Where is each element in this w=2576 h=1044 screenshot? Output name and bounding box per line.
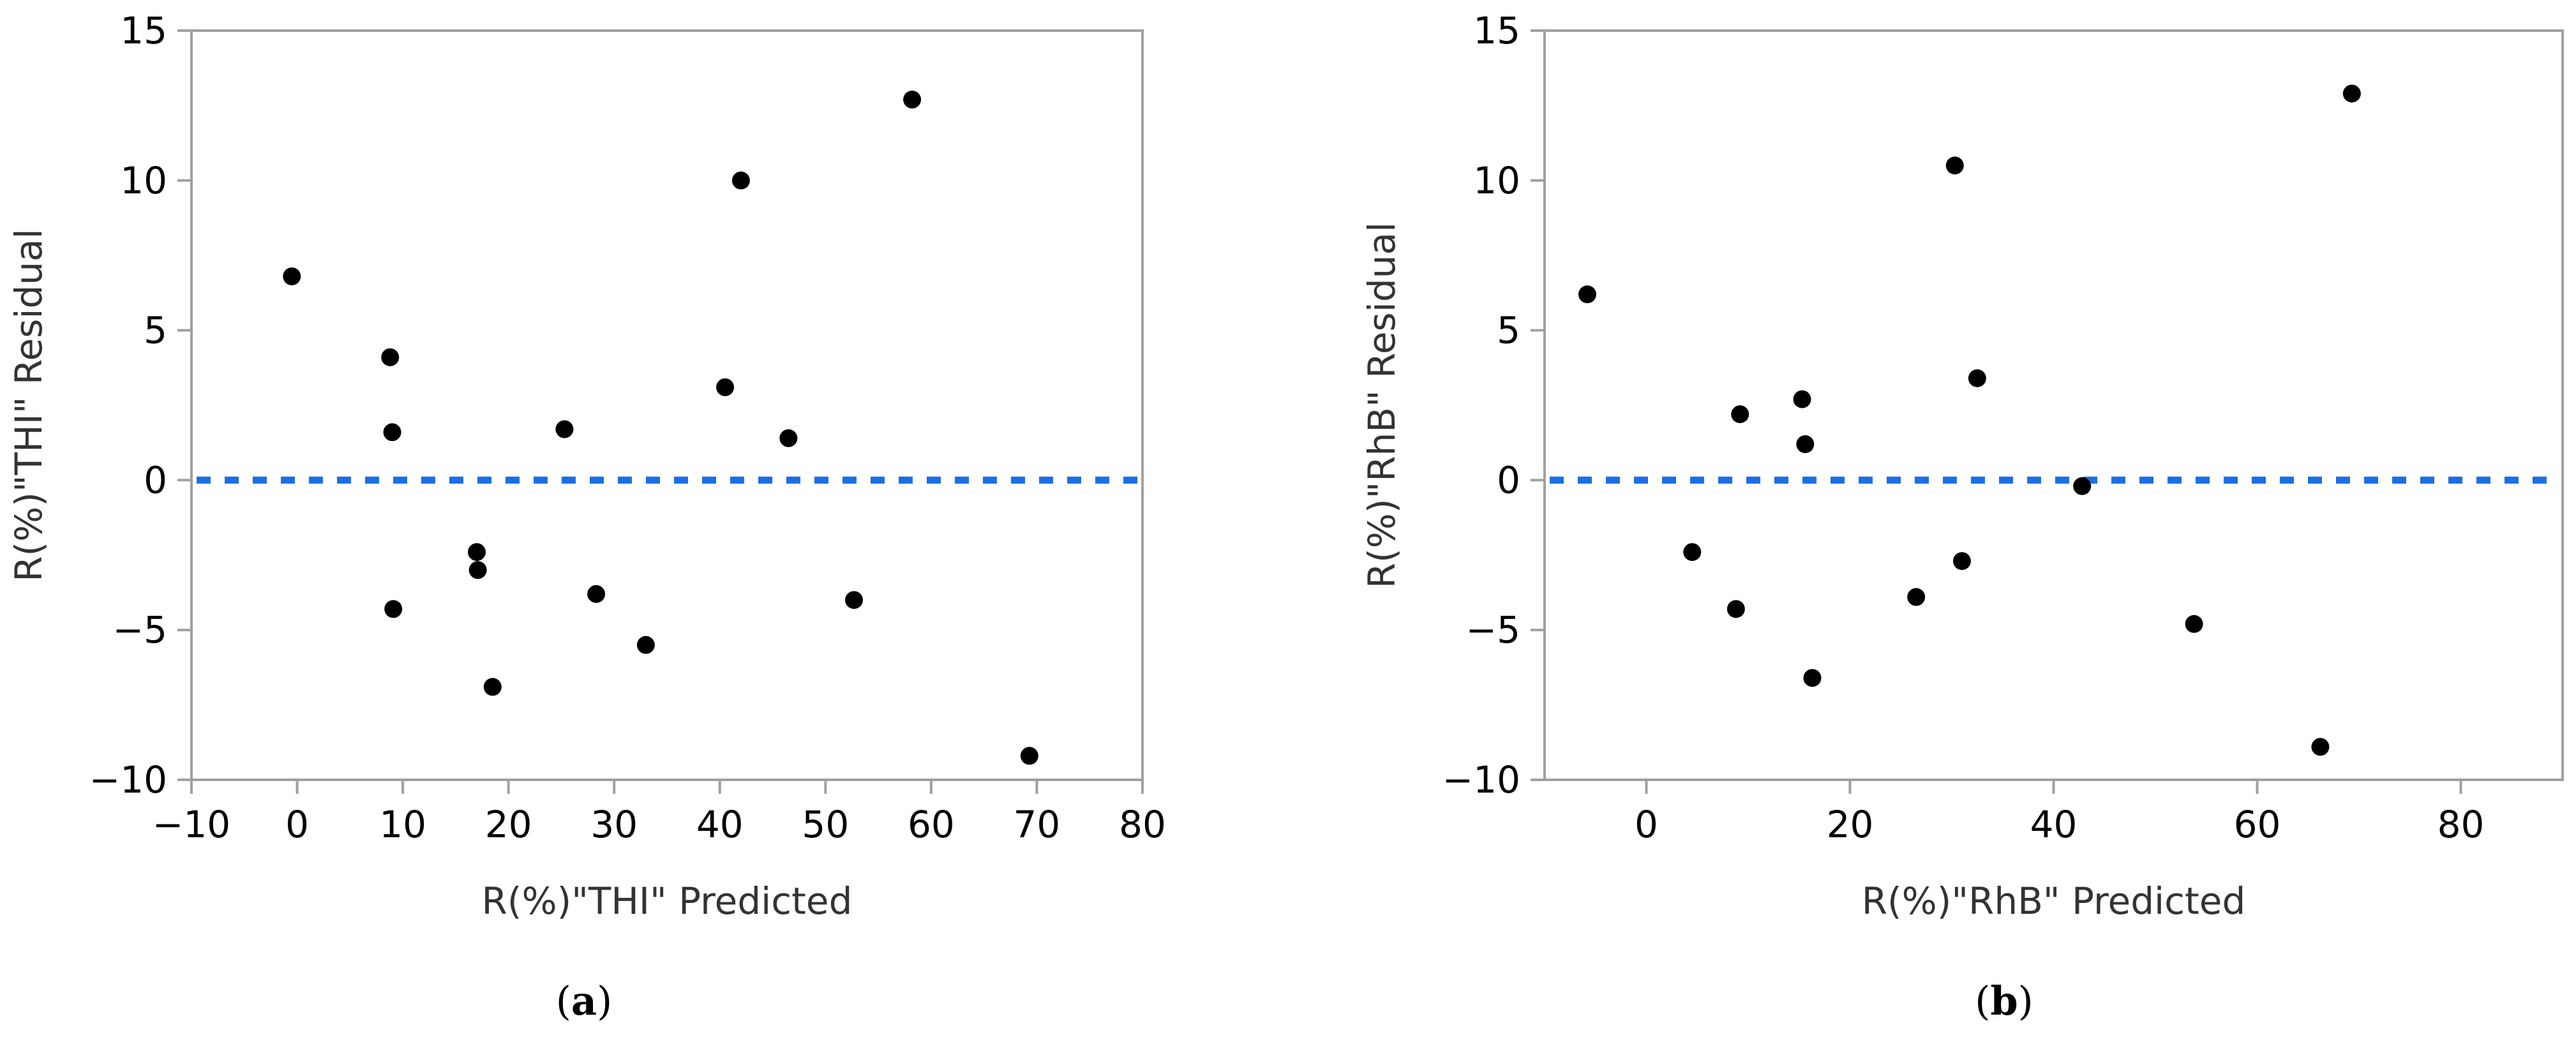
y-axis-title-a: R(%)"THI" Residual: [7, 228, 50, 582]
data-point: [587, 585, 606, 603]
data-point: [555, 420, 574, 438]
x-tick-label: 80: [2437, 803, 2485, 846]
data-point: [2311, 738, 2330, 756]
data-point: [384, 600, 403, 618]
caption-a: (a): [556, 978, 613, 1024]
data-point: [716, 378, 735, 396]
y-tick-label: 0: [144, 458, 167, 502]
data-point: [468, 543, 486, 562]
data-point: [1945, 156, 1964, 175]
data-point: [1731, 405, 1749, 424]
data-point: [381, 348, 400, 366]
data-point: [1952, 552, 1971, 570]
y-axis-title-b: R(%)"RhB" Residual: [1360, 222, 1404, 588]
scatter-panel-a: −10 0 10 20 30 40 50 60 70 80 −10 −5 0 5 10 15 R(%)"TH…: [7, 9, 1166, 1024]
data-point: [2073, 477, 2092, 495]
y-tick-label: 0: [1497, 458, 1520, 502]
caption-letter-b: b: [1990, 978, 2018, 1024]
x-axis-title-b: R(%)"RhB" Predicted: [1862, 879, 2246, 923]
x-tick-label: 70: [1014, 803, 1061, 846]
data-point: [1793, 390, 1811, 408]
data-point: [1968, 369, 1986, 387]
y-tick-label: −5: [1466, 608, 1521, 652]
x-tick-label: 0: [285, 803, 309, 846]
x-tick-label: 20: [1827, 803, 1874, 846]
x-tick-label: 60: [908, 803, 955, 846]
x-tick-label: 60: [2234, 803, 2281, 846]
x-tick-label: 30: [590, 803, 638, 846]
data-point: [1020, 747, 1038, 765]
plot-area-b: [1543, 29, 2564, 781]
data-point: [1578, 285, 1596, 304]
y-tick-label: −5: [113, 608, 168, 652]
data-point: [903, 91, 922, 109]
x-tick-label: −10: [153, 803, 230, 846]
y-tick-label: 10: [1473, 159, 1520, 202]
y-tick-label: −10: [1442, 758, 1520, 802]
y-tick-label: 5: [1497, 309, 1520, 352]
data-point: [1796, 435, 1815, 454]
data-point: [1907, 588, 1926, 606]
data-point: [731, 171, 750, 190]
plot-area-a: [190, 29, 1144, 781]
y-tick-label: 15: [120, 9, 167, 52]
x-tick-label: 50: [802, 803, 849, 846]
y-tick-label: 5: [144, 309, 167, 352]
y-tick-label: 15: [1473, 9, 1520, 52]
caption-letter-a: a: [571, 978, 597, 1024]
x-tick-label: 10: [379, 803, 426, 846]
data-point: [468, 561, 487, 579]
y-tick-label: 10: [120, 159, 167, 202]
x-axis-title-a: R(%)"THI" Predicted: [482, 879, 853, 923]
data-point: [636, 636, 655, 654]
x-tick-label: 0: [1635, 803, 1658, 846]
data-point: [483, 678, 502, 696]
caption-b: (b): [1975, 978, 2033, 1024]
data-point: [779, 429, 798, 447]
x-tick-label: 40: [2030, 803, 2078, 846]
data-point: [845, 591, 864, 609]
data-point: [383, 423, 401, 442]
scatter-panel-b: 0 20 40 60 80 −10 −5 0 5 10 15 R(%)"RhB" Predicte…: [1360, 9, 2564, 1024]
x-tick-label: 40: [696, 803, 744, 846]
y-tick-label: −10: [89, 758, 167, 802]
data-point: [283, 267, 301, 286]
x-tick-label: 80: [1119, 803, 1166, 846]
data-point: [2342, 84, 2361, 103]
data-point: [2185, 615, 2203, 633]
data-point: [1726, 600, 1745, 618]
x-tick-label: 20: [485, 803, 532, 846]
data-point: [1683, 543, 1702, 562]
data-point: [1803, 669, 1822, 687]
